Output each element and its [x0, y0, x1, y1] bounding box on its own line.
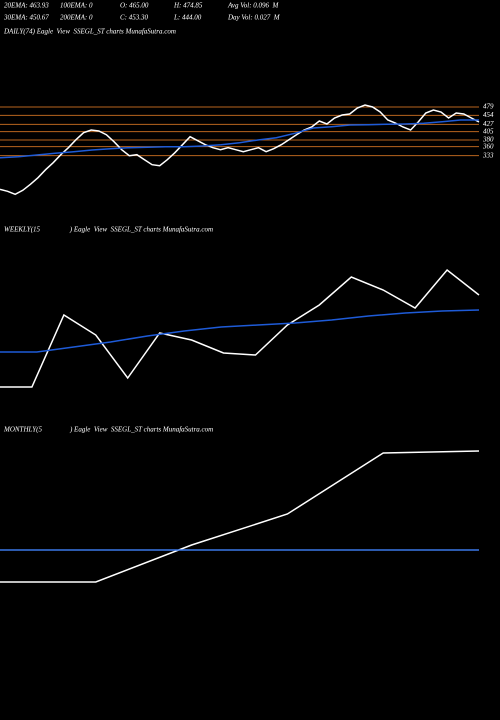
- header-stat: C: 453.30: [120, 14, 149, 22]
- header-stat: O: 465.00: [120, 2, 149, 10]
- price-line: [0, 268, 480, 388]
- y-tick-label: 360: [482, 142, 494, 150]
- y-tick-label: 333: [482, 151, 494, 159]
- panel-title: WEEKLY(15 ) Eagle View SSEGL_ST charts M…: [4, 226, 213, 234]
- price-line: [0, 309, 480, 353]
- price-line: [0, 450, 480, 583]
- header-stat: H: 474.85: [173, 2, 203, 10]
- header-stat: 20EMA: 463.93: [4, 2, 49, 10]
- header-stat: L: 444.00: [173, 14, 202, 22]
- panel-title: DAILY(74) Eagle View SSEGL_ST charts Mun…: [3, 28, 176, 36]
- y-tick-label: 427: [483, 120, 494, 128]
- price-line: [0, 119, 479, 159]
- header-stat: Day Vol: 0.027 M: [227, 14, 281, 22]
- y-tick-label: 405: [483, 127, 494, 135]
- header-stat: 100EMA: 0: [60, 2, 93, 10]
- header-stat: Avg Vol: 0.096 M: [227, 2, 280, 10]
- y-tick-label: 380: [482, 136, 494, 144]
- header-stat: 30EMA: 450.67: [3, 14, 49, 22]
- price-line: [0, 104, 480, 196]
- y-tick-label: 454: [483, 111, 494, 119]
- y-tick-label: 479: [483, 103, 494, 111]
- panel-title: MONTHLY(5 ) Eagle View SSEGL_ST charts M…: [3, 426, 213, 434]
- header-stat: 200EMA: 0: [60, 14, 93, 22]
